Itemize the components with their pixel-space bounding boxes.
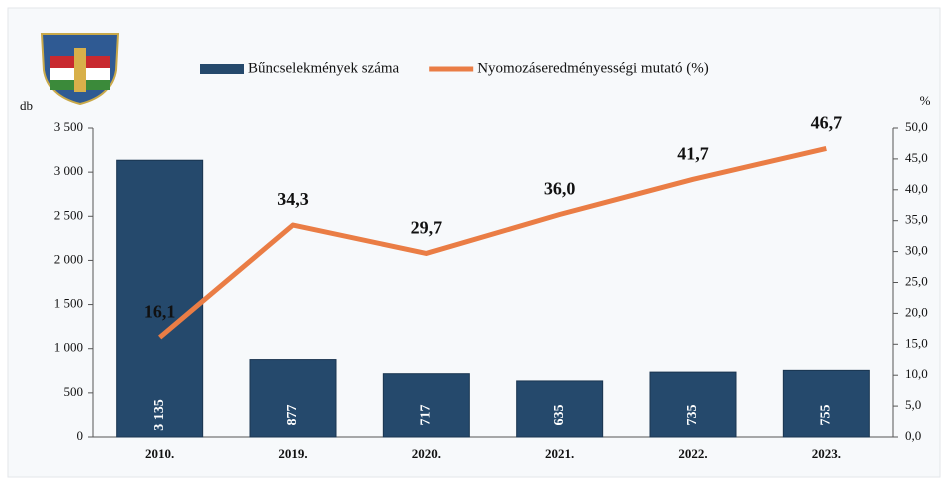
y-tick-label: 3 500 (54, 119, 83, 134)
x-tick-label: 2022. (678, 446, 707, 461)
bar (116, 159, 204, 438)
y2-tick-label: 50,0 (905, 119, 928, 134)
line (158, 145, 827, 340)
logo (40, 33, 120, 106)
bar-value-label: 755 (819, 405, 834, 426)
y2-axis-title: % (920, 93, 931, 108)
y2-tick-label: 30,0 (905, 243, 928, 258)
y2-tick-label: 15,0 (905, 335, 928, 350)
y-tick-label: 2 000 (54, 251, 83, 266)
y2-tick-label: 0,0 (905, 428, 921, 443)
bar (382, 373, 470, 438)
bar (516, 380, 604, 438)
y-tick-label: 1 000 (54, 340, 83, 355)
line-value-label: 46,7 (811, 113, 843, 133)
y2-tick-label: 45,0 (905, 150, 928, 165)
y2-tick-label: 35,0 (905, 212, 928, 227)
legend-swatch (200, 64, 244, 74)
line-value-label: 34,3 (277, 189, 309, 209)
legend-label: Bűncselekmények száma (248, 60, 400, 76)
y2-tick-label: 25,0 (905, 273, 928, 288)
bar-value-label: 877 (285, 405, 300, 426)
x-tick-label: 2023. (812, 446, 841, 461)
y2-tick-label: 10,0 (905, 366, 928, 381)
y-axis-title: db (20, 98, 33, 113)
y2-tick-label: 40,0 (905, 181, 928, 196)
y2-tick-label: 5,0 (905, 397, 921, 412)
bar-value-label: 635 (552, 405, 567, 426)
y-tick-label: 0 (77, 428, 84, 443)
y-tick-label: 1 500 (54, 296, 83, 311)
y-tick-label: 500 (64, 384, 84, 399)
line-value-label: 41,7 (677, 143, 709, 163)
legend-label: Nyomozáseredményességi mutató (%) (477, 60, 709, 76)
x-tick-label: 2010. (145, 446, 174, 461)
y-tick-label: 3 000 (54, 163, 83, 178)
bar-value-label: 717 (419, 405, 434, 426)
line-value-label: 29,7 (411, 218, 443, 238)
y-tick-label: 2 500 (54, 207, 83, 222)
bar-value-label: 735 (685, 405, 700, 426)
x-tick-label: 2020. (412, 446, 441, 461)
line-value-label: 16,1 (144, 302, 176, 322)
x-tick-label: 2021. (545, 446, 574, 461)
x-tick-label: 2019. (278, 446, 307, 461)
bar (649, 371, 737, 438)
y2-tick-label: 20,0 (905, 304, 928, 319)
bar (249, 359, 337, 438)
line-value-label: 36,0 (544, 179, 576, 199)
bar (782, 369, 870, 438)
bar-value-label: 3 135 (152, 399, 167, 431)
